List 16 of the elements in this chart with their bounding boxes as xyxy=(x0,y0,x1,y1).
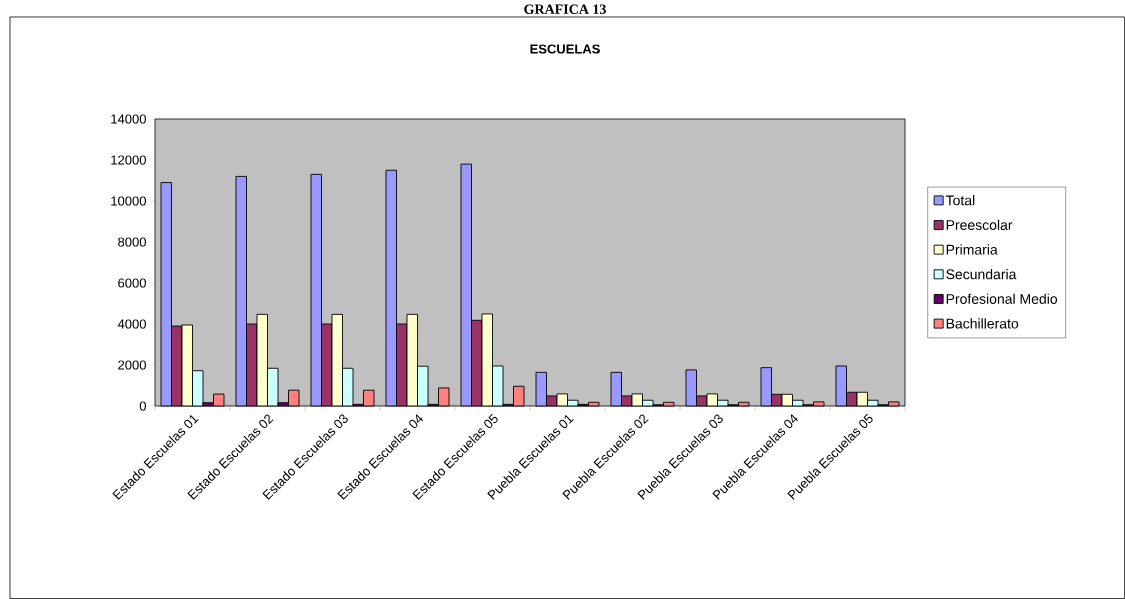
legend-label: Profesional Medio xyxy=(946,293,1058,304)
y-tick-label: 10000 xyxy=(111,196,146,206)
legend-label: Bachillerato xyxy=(946,318,1019,329)
text: GRAFICA 13 xyxy=(524,4,606,14)
legend-label: Total xyxy=(945,195,975,206)
legend-label: Primaria xyxy=(946,244,998,255)
y-tick-label: 4000 xyxy=(117,319,146,329)
legend-label: Preescolar xyxy=(946,219,1013,230)
y-tick-label: 2000 xyxy=(118,360,146,370)
y-tick-label: 12000 xyxy=(111,155,146,165)
legend-label: Secundaria xyxy=(946,268,1017,280)
y-tick-label: 0 xyxy=(139,401,146,411)
chart-title: ESCUELAS xyxy=(530,44,600,54)
y-tick-label: 6000 xyxy=(118,278,146,288)
y-tick-label: 14000 xyxy=(111,114,146,124)
y-tick-label: 8000 xyxy=(118,237,146,247)
